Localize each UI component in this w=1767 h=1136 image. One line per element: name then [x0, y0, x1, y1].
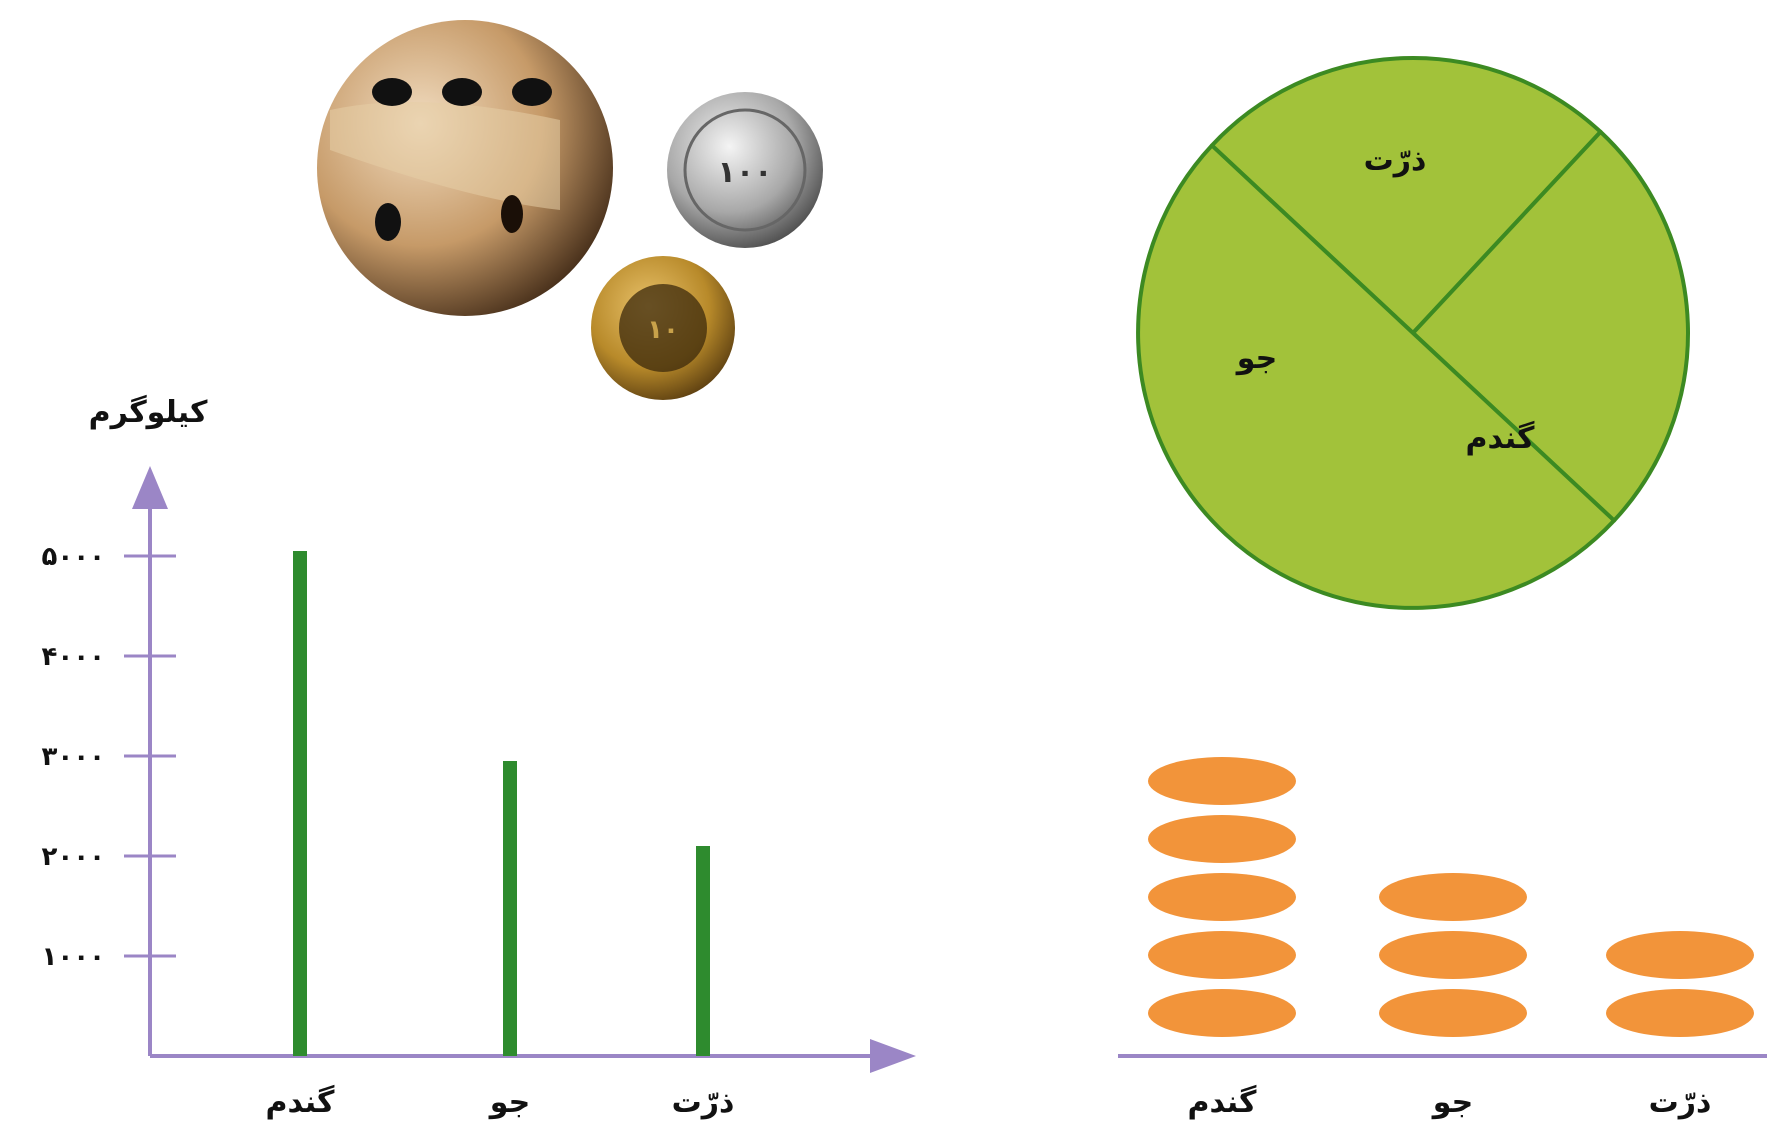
pictograph-disk	[1606, 931, 1754, 979]
dice-icon	[317, 20, 613, 316]
pictograph-disk	[1148, 815, 1296, 863]
pictograph-disk	[1379, 931, 1527, 979]
pictograph-disk	[1148, 757, 1296, 805]
pictograph-disk	[1148, 931, 1296, 979]
coin-small-label: ۱۰	[647, 315, 679, 345]
bar	[696, 846, 710, 1056]
y-axis-label: کیلوگرم	[89, 394, 208, 430]
coin-icon: ۱۰	[591, 256, 735, 400]
x-category-label: گندم	[1187, 1084, 1257, 1120]
y-tick-label: ۴۰۰۰	[42, 642, 105, 672]
y-tick-label: ۲۰۰۰	[42, 842, 105, 872]
pictograph-chart: گندم جو ذرّت	[1118, 757, 1767, 1120]
y-tick-label: ۳۰۰۰	[42, 742, 105, 772]
pie-label-corn: ذرّت	[1364, 143, 1427, 178]
pictograph-disk	[1379, 989, 1527, 1037]
bar-chart: کیلوگرم ۱۰۰۰ ۲۰۰۰ ۳۰۰۰ ۴۰۰۰ ۵۰۰۰ گندم جو ذرّت	[42, 394, 916, 1120]
x-category-label: جو	[1431, 1085, 1473, 1120]
pictograph-disk	[1148, 873, 1296, 921]
x-category-label: ذرّت	[1649, 1085, 1712, 1120]
pie-label-barley: جو	[1235, 341, 1277, 376]
pie-slice	[1209, 56, 1603, 335]
pictograph-disk	[1379, 873, 1527, 921]
x-axis-arrow	[870, 1039, 916, 1073]
bar	[293, 551, 307, 1056]
y-axis-arrow	[132, 466, 168, 509]
y-tick-label: ۱۰۰۰	[42, 942, 105, 972]
y-tick-label: ۵۰۰۰	[42, 542, 105, 572]
coin-large-label: ۱۰۰	[718, 155, 773, 190]
x-category-label: گندم	[265, 1084, 335, 1120]
pie-label-wheat: گندم	[1465, 420, 1535, 456]
pie-slice	[1411, 129, 1690, 523]
x-category-label: ذرّت	[672, 1085, 735, 1120]
bar	[503, 761, 517, 1056]
coin-icon: ۱۰۰	[667, 92, 823, 248]
pictograph-disk	[1606, 989, 1754, 1037]
x-category-label: جو	[488, 1085, 530, 1120]
pie-chart: ذرّت جو گندم	[1136, 56, 1690, 610]
pictograph-disk	[1148, 989, 1296, 1037]
pie-slice	[1136, 143, 1617, 610]
